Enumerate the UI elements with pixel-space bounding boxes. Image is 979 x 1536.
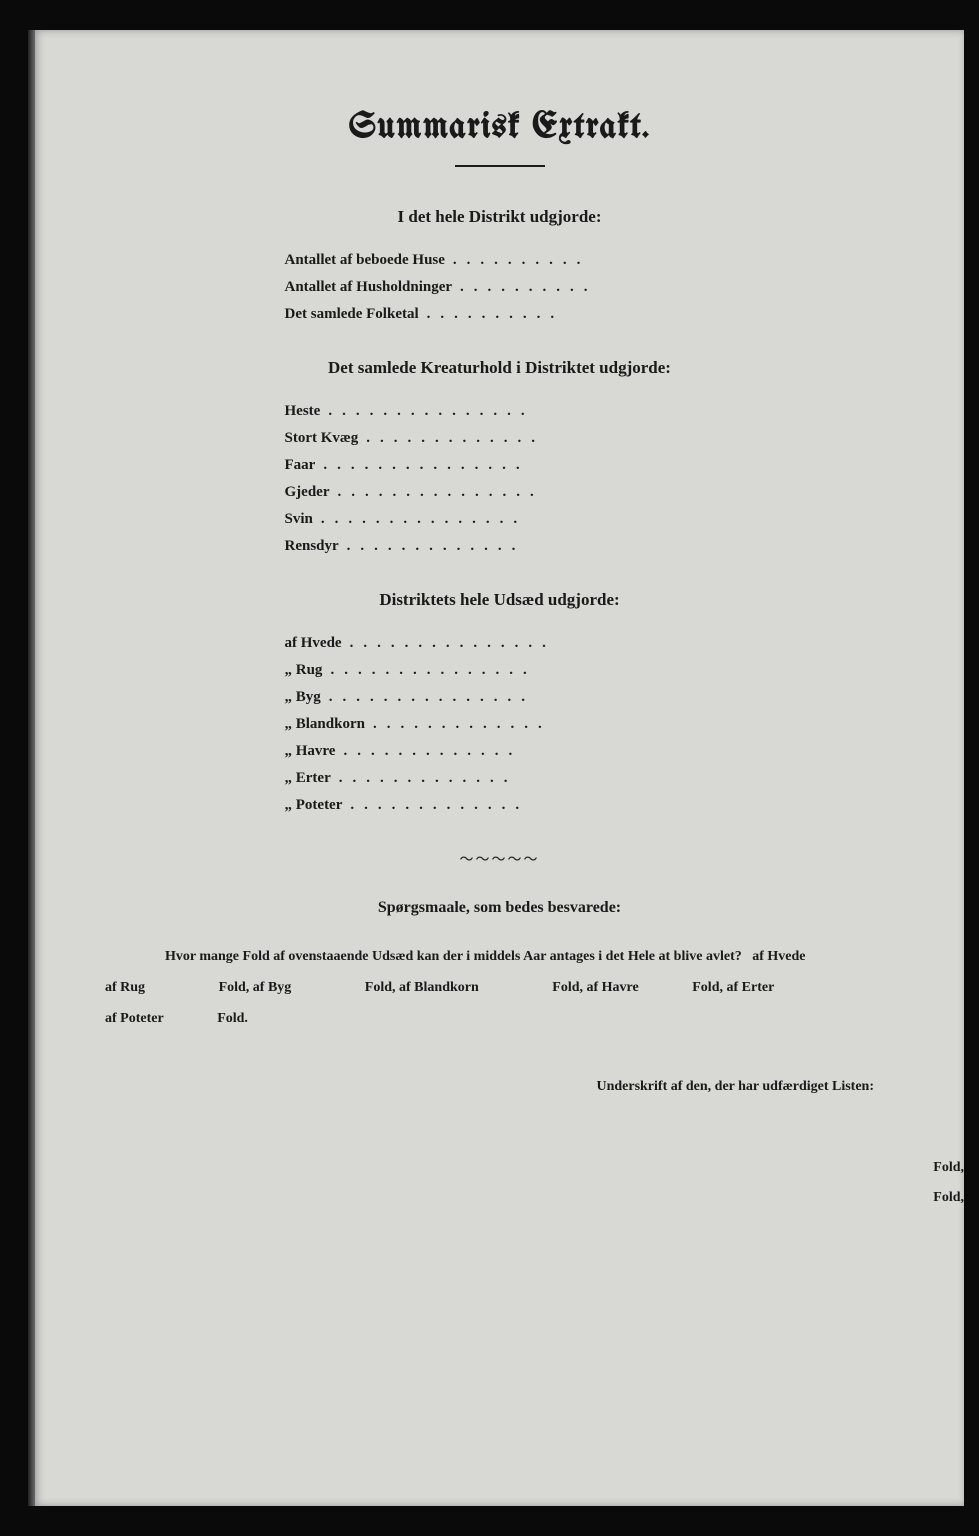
item-row: „ Poteter ............. (285, 797, 715, 814)
item-dots: .......... (427, 306, 715, 323)
section2-items: Heste ............... Stort Kvæg .......… (285, 403, 715, 555)
wavy-divider: ～～～～～ (95, 849, 904, 869)
item-dots: .......... (453, 252, 715, 269)
item-label: „ Blandkorn (285, 716, 373, 733)
item-dots: .......... (460, 279, 714, 296)
item-row: Gjeder ............... (285, 484, 715, 501)
item-row: Heste ............... (285, 403, 715, 420)
item-dots: ............. (366, 430, 714, 447)
item-row: Det samlede Folketal .......... (285, 306, 715, 323)
question-text: Hvor mange Fold af ovenstaaende Udsæd ka… (95, 942, 904, 1034)
question-intro: Hvor mange Fold af ovenstaaende Udsæd ka… (165, 949, 742, 964)
q-part: af Poteter (105, 1011, 164, 1026)
item-dots: ............... (321, 511, 715, 528)
page-title: Summarisk Extrakt. (95, 110, 904, 147)
q-part: Fold, af Blandkorn (365, 980, 479, 995)
document-page: Summarisk Extrakt. I det hele Distrikt u… (35, 30, 964, 1506)
item-row: Stort Kvæg ............. (285, 430, 715, 447)
item-row: Antallet af Husholdninger .......... (285, 279, 715, 296)
item-dots: ............... (337, 484, 714, 501)
item-label: Rensdyr (285, 538, 347, 555)
item-dots: ............... (329, 689, 715, 706)
item-label: „ Poteter (285, 797, 351, 814)
q-part: af Rug (105, 980, 145, 995)
item-dots: ............. (350, 797, 714, 814)
section2-heading: Det samlede Kreaturhold i Distriktet udg… (95, 358, 904, 378)
item-label: „ Byg (285, 689, 329, 706)
margin-fold-1: Fold, (933, 1160, 964, 1176)
q-part: Fold, af Havre (552, 980, 638, 995)
item-label: Antallet af Husholdninger (285, 279, 461, 296)
item-row: Rensdyr ............. (285, 538, 715, 555)
item-dots: ............. (373, 716, 715, 733)
item-row: „ Byg ............... (285, 689, 715, 706)
item-label: Heste (285, 403, 329, 420)
signature-line: Underskrift af den, der har udfærdiget L… (95, 1079, 904, 1095)
section1-items: Antallet af beboede Huse .......... Anta… (285, 252, 715, 323)
item-dots: ............... (330, 662, 714, 679)
item-row: „ Blandkorn ............. (285, 716, 715, 733)
margin-fold-2: Fold, (933, 1190, 964, 1206)
title-underline (455, 165, 545, 167)
item-dots: ............. (343, 743, 714, 760)
item-dots: ............... (350, 635, 715, 652)
item-row: „ Rug ............... (285, 662, 715, 679)
section3-items: af Hvede ............... „ Rug .........… (285, 635, 715, 814)
item-label: „ Erter (285, 770, 339, 787)
item-label: „ Rug (285, 662, 331, 679)
item-dots: ............... (323, 457, 714, 474)
item-label: Faar (285, 457, 324, 474)
item-dots: ............... (328, 403, 714, 420)
question-heading: Spørgsmaale, som bedes besvarede: (95, 899, 904, 917)
item-row: „ Havre ............. (285, 743, 715, 760)
item-dots: ............. (347, 538, 715, 555)
item-dots: ............. (339, 770, 715, 787)
item-row: Svin ............... (285, 511, 715, 528)
q-part: af Hvede (752, 949, 805, 964)
item-row: Faar ............... (285, 457, 715, 474)
q-part: Fold. (217, 1011, 248, 1026)
item-row: Antallet af beboede Huse .......... (285, 252, 715, 269)
q-part: Fold, af Erter (692, 980, 774, 995)
item-row: af Hvede ............... (285, 635, 715, 652)
item-label: Gjeder (285, 484, 338, 501)
item-label: Svin (285, 511, 321, 528)
item-label: „ Havre (285, 743, 344, 760)
item-label: af Hvede (285, 635, 350, 652)
item-label: Det samlede Folketal (285, 306, 427, 323)
q-part: Fold, af Byg (219, 980, 292, 995)
section1-heading: I det hele Distrikt udgjorde: (95, 207, 904, 227)
section3-heading: Distriktets hele Udsæd udgjorde: (95, 590, 904, 610)
item-label: Stort Kvæg (285, 430, 367, 447)
item-label: Antallet af beboede Huse (285, 252, 453, 269)
item-row: „ Erter ............. (285, 770, 715, 787)
